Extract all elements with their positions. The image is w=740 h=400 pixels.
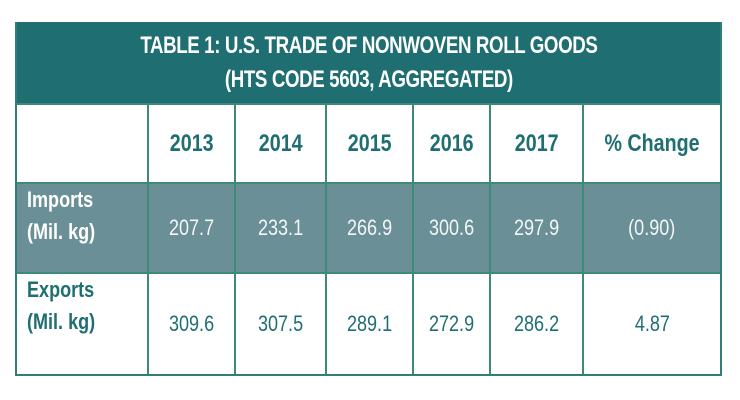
trade-table: TABLE 1: U.S. TRADE OF NONWOVEN ROLL GOO…: [15, 22, 722, 376]
header-cell-empty: [17, 105, 147, 182]
header-cell-change: % Change: [582, 105, 720, 182]
table-row-exports: Exports (Mil. kg) 309.6 307.5 289.1 272.…: [17, 272, 720, 374]
table-row-imports: Imports (Mil. kg) 207.7 233.1 266.9 300.…: [17, 182, 720, 272]
imports-2017: 297.9: [489, 184, 582, 272]
header-cell-2015: 2015: [325, 105, 412, 182]
exports-change: 4.87: [582, 274, 720, 374]
exports-2014: 307.5: [234, 274, 325, 374]
row-label-exports: Exports (Mil. kg): [27, 277, 96, 334]
header-row: 2013 2014 2015 2016 2017 % Change: [17, 103, 720, 182]
imports-2015: 266.9: [325, 184, 412, 272]
row-label-imports: Imports (Mil. kg): [27, 187, 96, 244]
exports-2013: 309.6: [147, 274, 234, 374]
table-title-text: TABLE 1: U.S. TRADE OF NONWOVEN ROLL GOO…: [17, 22, 720, 103]
exports-2015: 289.1: [325, 274, 412, 374]
header-cell-2013: 2013: [147, 105, 234, 182]
exports-2016: 272.9: [412, 274, 489, 374]
imports-2014: 233.1: [234, 184, 325, 272]
header-cell-2016: 2016: [412, 105, 489, 182]
table-title: TABLE 1: U.S. TRADE OF NONWOVEN ROLL GOO…: [17, 22, 720, 103]
title-line-2: (HTS CODE 5603, AGGREGATED): [224, 66, 513, 93]
header-cell-2017: 2017: [489, 105, 582, 182]
imports-change: (0.90): [582, 184, 720, 272]
imports-2013: 207.7: [147, 184, 234, 272]
header-cell-2014: 2014: [234, 105, 325, 182]
title-line-1: TABLE 1: U.S. TRADE OF NONWOVEN ROLL GOO…: [139, 32, 598, 59]
exports-2017: 286.2: [489, 274, 582, 374]
imports-2016: 300.6: [412, 184, 489, 272]
